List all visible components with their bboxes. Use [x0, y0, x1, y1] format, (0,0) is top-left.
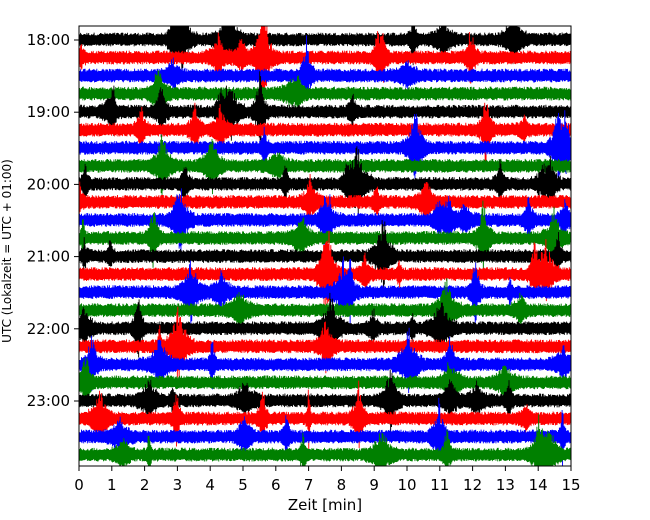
trace-line — [79, 35, 571, 101]
x-tick-label: 2 — [140, 476, 150, 494]
x-tick-label: 10 — [397, 476, 416, 494]
y-tick-label: 22:00 — [27, 320, 70, 338]
trace-line — [79, 146, 571, 215]
y-tick-label: 21:00 — [27, 248, 70, 266]
trace-line — [79, 70, 571, 116]
x-tick-label: 4 — [205, 476, 215, 494]
x-tick-label: 1 — [107, 476, 117, 494]
trace-line — [79, 71, 571, 150]
trace-line — [79, 397, 571, 466]
x-tick-label: 8 — [337, 476, 347, 494]
y-tick-label: 19:00 — [27, 103, 70, 121]
x-axis: 0 1 2 3 4 5 6 7 8 9 10 11 12 13 14 15 — [74, 466, 581, 494]
trace-line — [79, 256, 571, 328]
x-tick-label: 9 — [369, 476, 379, 494]
y-tick-label: 23:00 — [27, 392, 70, 410]
y-axis-label: UTC (Lokalzeit = UTC + 01:00) — [0, 159, 14, 343]
y-axis: 18:00 19:00 20:00 21:00 22:00 23:00 — [27, 31, 79, 410]
trace-line — [79, 102, 571, 162]
x-tick-label: 6 — [271, 476, 281, 494]
trace-line — [79, 26, 571, 74]
x-tick-label: 3 — [173, 476, 183, 494]
x-tick-label: 0 — [74, 476, 84, 494]
x-tick-label: 15 — [561, 476, 580, 494]
y-tick-label: 18:00 — [27, 31, 70, 49]
trace-line — [79, 135, 571, 196]
x-tick-label: 5 — [238, 476, 248, 494]
trace-line — [79, 327, 571, 393]
trace-line — [79, 414, 571, 466]
trace-line — [79, 357, 571, 404]
y-tick-label: 20:00 — [27, 175, 70, 193]
x-tick-label: 12 — [463, 476, 482, 494]
trace-line — [79, 380, 571, 451]
x-axis-label: Zeit [min] — [288, 496, 362, 514]
x-tick-label: 14 — [529, 476, 548, 494]
plot-frame — [78, 25, 572, 467]
x-tick-label: 13 — [496, 476, 515, 494]
trace-line — [79, 369, 571, 435]
x-tick-label: 11 — [430, 476, 449, 494]
trace-line — [79, 110, 571, 179]
trace-line — [79, 26, 571, 109]
x-tick-label: 7 — [304, 476, 314, 494]
trace-group — [79, 26, 571, 466]
